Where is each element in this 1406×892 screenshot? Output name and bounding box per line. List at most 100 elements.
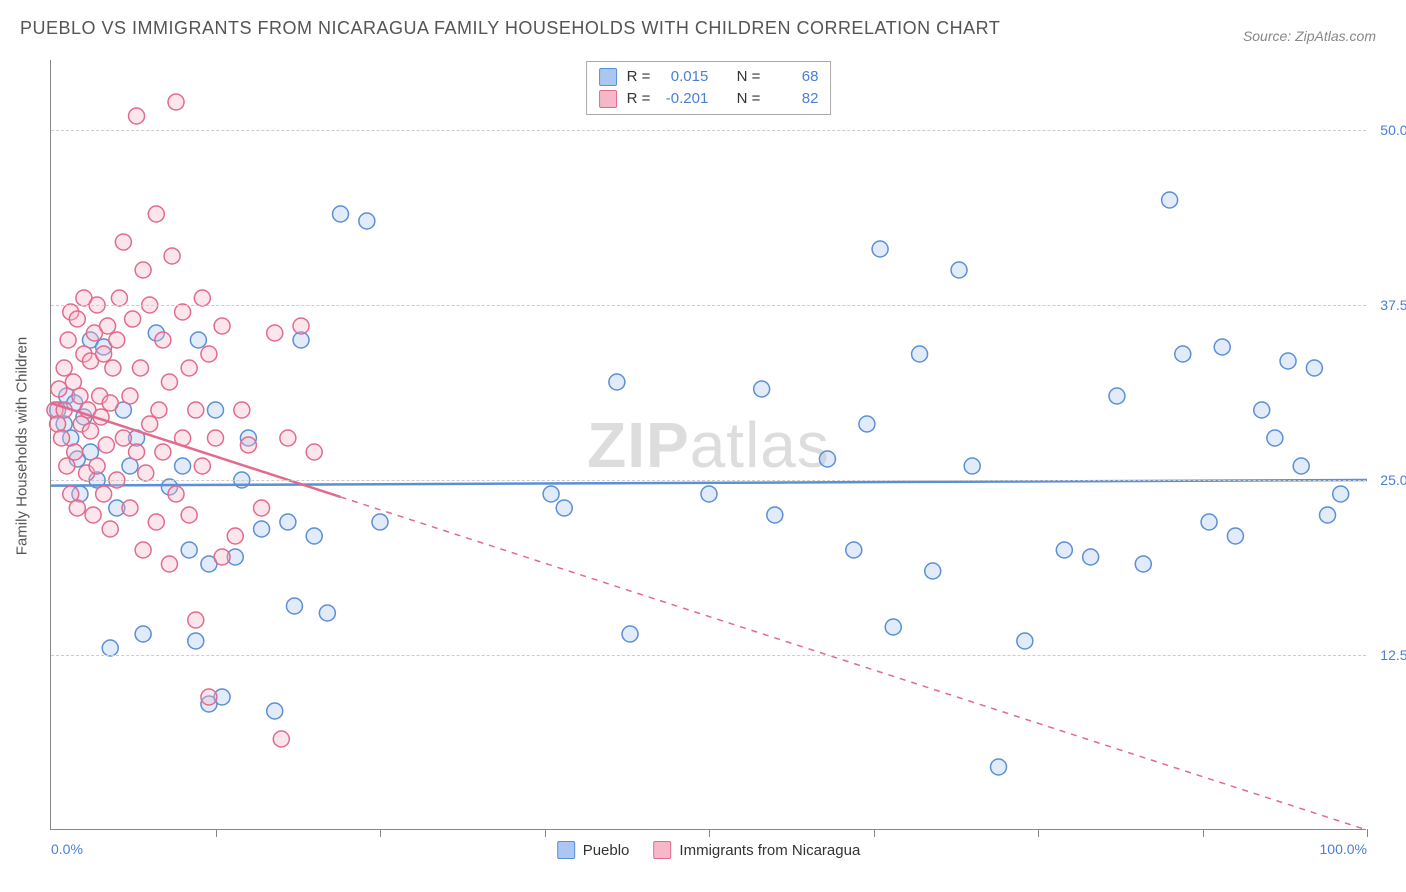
scatter-svg	[51, 60, 1366, 829]
data-point	[69, 500, 85, 516]
gridline-horizontal	[51, 655, 1366, 656]
data-point	[1201, 514, 1217, 530]
legend-swatch	[653, 841, 671, 859]
data-point	[148, 206, 164, 222]
data-point	[1175, 346, 1191, 362]
x-tick	[1038, 829, 1039, 837]
data-point	[129, 444, 145, 460]
data-point	[1017, 633, 1033, 649]
data-point	[168, 94, 184, 110]
data-point	[306, 444, 322, 460]
data-point	[148, 514, 164, 530]
data-point	[175, 458, 191, 474]
data-point	[161, 556, 177, 572]
data-point	[122, 388, 138, 404]
y-axis-label: Family Households with Children	[14, 337, 31, 555]
data-point	[286, 598, 302, 614]
data-point	[1135, 556, 1151, 572]
data-point	[1214, 339, 1230, 355]
data-point	[115, 430, 131, 446]
data-point	[991, 759, 1007, 775]
data-point	[142, 416, 158, 432]
x-tick-label: 0.0%	[51, 841, 83, 857]
data-point	[96, 346, 112, 362]
data-point	[102, 640, 118, 656]
plot-area: ZIPatlas R =0.015 N =68R =-0.201 N =82 P…	[50, 60, 1366, 830]
y-tick-label: 37.5%	[1380, 297, 1406, 313]
data-point	[1267, 430, 1283, 446]
data-point	[201, 689, 217, 705]
data-point	[135, 626, 151, 642]
source-attribution: Source: ZipAtlas.com	[1243, 28, 1376, 44]
data-point	[102, 521, 118, 537]
data-point	[56, 360, 72, 376]
data-point	[181, 360, 197, 376]
data-point	[135, 542, 151, 558]
data-point	[333, 206, 349, 222]
gridline-horizontal	[51, 130, 1366, 131]
x-tick	[874, 829, 875, 837]
data-point	[96, 486, 112, 502]
data-point	[188, 612, 204, 628]
legend-item: Pueblo	[557, 841, 630, 859]
y-tick-label: 50.0%	[1380, 122, 1406, 138]
legend-label: Pueblo	[583, 842, 630, 859]
gridline-horizontal	[51, 480, 1366, 481]
data-point	[111, 290, 127, 306]
data-point	[925, 563, 941, 579]
data-point	[1293, 458, 1309, 474]
data-point	[1162, 192, 1178, 208]
data-point	[951, 262, 967, 278]
data-point	[767, 507, 783, 523]
data-point	[105, 360, 121, 376]
data-point	[85, 507, 101, 523]
data-point	[155, 444, 171, 460]
data-point	[54, 430, 70, 446]
chart-container: PUEBLO VS IMMIGRANTS FROM NICARAGUA FAMI…	[0, 0, 1406, 892]
x-tick	[1367, 829, 1368, 837]
data-point	[102, 395, 118, 411]
data-point	[964, 458, 980, 474]
data-point	[155, 332, 171, 348]
data-point	[208, 430, 224, 446]
data-point	[132, 360, 148, 376]
data-point	[122, 500, 138, 516]
data-point	[60, 332, 76, 348]
data-point	[234, 402, 250, 418]
data-point	[372, 514, 388, 530]
data-point	[100, 318, 116, 334]
data-point	[267, 703, 283, 719]
data-point	[556, 500, 572, 516]
data-point	[819, 451, 835, 467]
data-point	[129, 108, 145, 124]
data-point	[168, 486, 184, 502]
data-point	[1320, 507, 1336, 523]
data-point	[885, 619, 901, 635]
data-point	[846, 542, 862, 558]
data-point	[135, 262, 151, 278]
data-point	[609, 374, 625, 390]
data-point	[1056, 542, 1072, 558]
x-tick	[1203, 829, 1204, 837]
data-point	[859, 416, 875, 432]
chart-title: PUEBLO VS IMMIGRANTS FROM NICARAGUA FAMI…	[20, 18, 1000, 39]
gridline-horizontal	[51, 305, 1366, 306]
data-point	[1333, 486, 1349, 502]
data-point	[89, 458, 105, 474]
x-tick	[380, 829, 381, 837]
data-point	[1227, 528, 1243, 544]
data-point	[543, 486, 559, 502]
data-point	[98, 437, 114, 453]
data-point	[306, 528, 322, 544]
data-point	[125, 311, 141, 327]
data-point	[280, 514, 296, 530]
data-point	[319, 605, 335, 621]
data-point	[82, 423, 98, 439]
legend-swatch	[557, 841, 575, 859]
data-point	[1306, 360, 1322, 376]
legend-label: Immigrants from Nicaragua	[679, 842, 860, 859]
data-point	[227, 528, 243, 544]
legend-item: Immigrants from Nicaragua	[653, 841, 860, 859]
data-point	[188, 633, 204, 649]
data-point	[254, 521, 270, 537]
